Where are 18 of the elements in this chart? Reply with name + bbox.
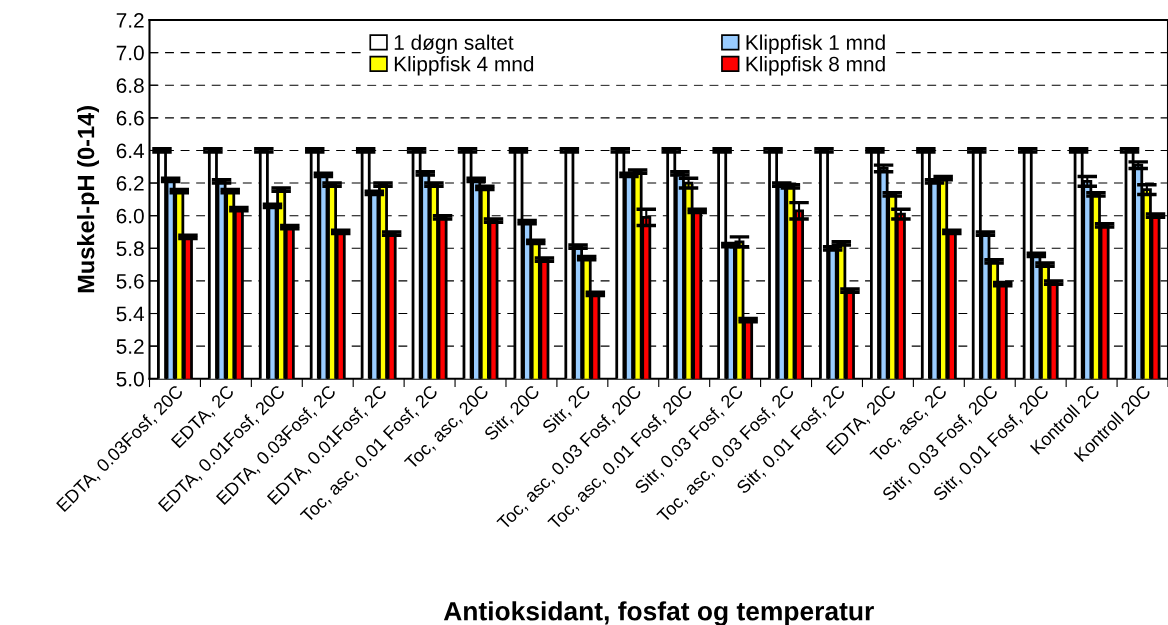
legend-label: Klippfisk 8 mnd	[746, 56, 885, 76]
y-tick-label: 5.2	[116, 339, 144, 354]
x-axis-title: Antioksidant, fosfat og temperatur	[443, 601, 874, 625]
y-tick-label: 5.0	[116, 371, 144, 387]
y-tick-label: 6.4	[116, 143, 145, 159]
y-tick-label: 5.6	[116, 273, 144, 289]
y-axis-title: Muskel-pH (0-14)	[77, 106, 100, 293]
y-tick-label: 6.0	[116, 208, 144, 224]
legend-label: Klippfisk 4 mnd	[394, 56, 534, 76]
y-tick-label: 5.8	[116, 241, 144, 257]
y-tick-label: 7.0	[116, 45, 144, 61]
legend-label: Klippfisk 1 mnd	[746, 34, 885, 54]
y-tick-label: 6.8	[116, 78, 144, 93]
y-tick-label: 7.2	[116, 13, 144, 28]
y-tick-label: 5.4	[116, 306, 145, 322]
y-tick-label: 6.2	[116, 176, 144, 191]
y-tick-label: 6.6	[116, 110, 144, 126]
legend-label: 1 døgn saltet	[394, 34, 514, 54]
